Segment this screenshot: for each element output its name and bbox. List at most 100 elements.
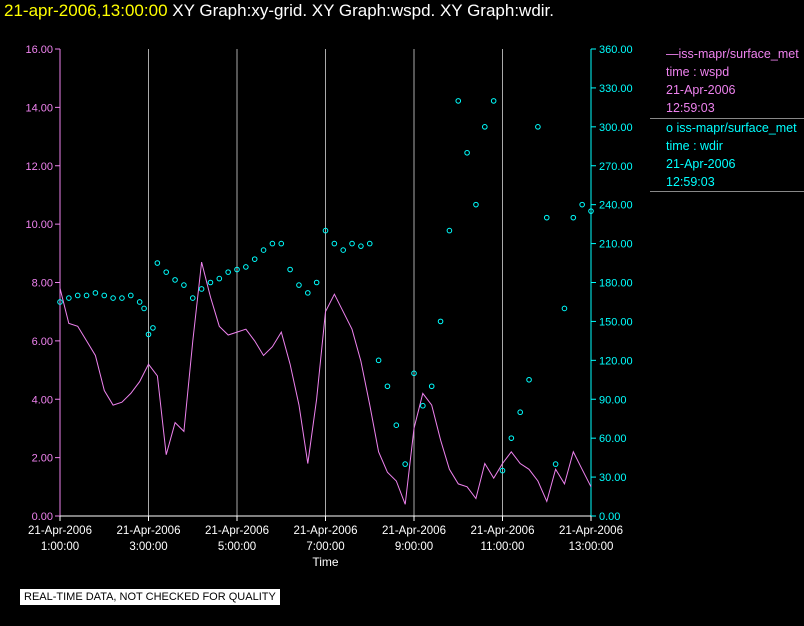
legend-time: 12:59:03: [666, 175, 715, 189]
wdir-point: [588, 208, 594, 214]
wdir-point: [473, 201, 479, 208]
disclaimer-label: REAL-TIME DATA, NOT CHECKED FOR QUALITY: [20, 589, 280, 605]
wdir-point: [154, 260, 161, 266]
legend-circle-swatch: o: [666, 121, 677, 135]
wdir-point: [136, 299, 143, 305]
wdir-point: [150, 325, 156, 331]
y-right-tick-label: 90.00: [599, 394, 627, 406]
legend-series-name: iss-mapr/surface_met: [676, 121, 797, 135]
y-right-tick-label: 180.00: [599, 278, 633, 290]
wdir-point: [570, 214, 577, 221]
wdir-point: [561, 305, 568, 312]
wdir-point: [402, 461, 408, 467]
x-tick-date: 21-Apr-2006: [471, 525, 535, 537]
wdir-point: [375, 357, 382, 364]
x-tick-date: 21-Apr-2006: [28, 525, 92, 537]
wdir-point: [437, 318, 444, 325]
wdir-point: [579, 201, 585, 208]
wdir-point: [216, 275, 223, 282]
legend-divider: [650, 118, 804, 119]
wdir-point: [172, 277, 178, 283]
y-left-tick-label: 4.00: [32, 394, 53, 406]
y-right-tick-label: 240.00: [599, 200, 633, 212]
y-left-tick-label: 6.00: [32, 336, 53, 348]
wdir-point: [189, 295, 196, 301]
y-left-tick-label: 0.00: [32, 511, 53, 523]
wdir-point: [260, 247, 267, 253]
wdir-point: [508, 435, 515, 441]
legend-series-name: iss-mapr/surface_met: [678, 47, 799, 61]
wdir-point: [305, 290, 311, 296]
x-tick-date: 21-Apr-2006: [205, 525, 269, 537]
title-graphs: XY Graph:xy-grid. XY Graph:wspd. XY Grap…: [167, 1, 554, 20]
wdir-point: [101, 292, 108, 299]
wdir-point: [482, 124, 488, 130]
wdir-point: [269, 240, 276, 247]
y-right-tick-label: 150.00: [599, 316, 633, 328]
wdir-point: [92, 290, 99, 296]
y-right-tick-label: 300.00: [599, 122, 633, 134]
x-tick-time: 5:00:00: [218, 541, 256, 553]
wdir-point: [287, 266, 293, 273]
wdir-point: [83, 292, 90, 299]
wdir-point: [358, 243, 364, 249]
y-left-tick-label: 14.00: [25, 102, 53, 114]
wdir-point: [74, 292, 81, 299]
wdir-point: [490, 98, 497, 104]
legend-wdir: o iss-mapr/surface_met time : wdir 21-Ap…: [666, 119, 804, 191]
wdir-point: [119, 295, 125, 301]
wdir-point: [234, 266, 240, 273]
wdir-point: [349, 240, 355, 247]
x-tick-time: 7:00:00: [306, 541, 344, 553]
wdir-point: [163, 269, 169, 275]
legend-date: 21-Apr-2006: [666, 157, 736, 171]
wdir-point: [446, 227, 453, 234]
y-right-tick-label: 330.00: [599, 83, 633, 95]
wdir-point: [207, 279, 214, 286]
title-timestamp: 21-apr-2006,13:00:00: [4, 1, 168, 20]
wdir-point: [66, 295, 72, 301]
x-axis-label: Time: [312, 555, 339, 569]
wdir-point: [535, 124, 541, 130]
y-left-tick-label: 2.00: [32, 453, 53, 465]
wdir-point: [393, 422, 400, 428]
legend-field: time : wspd: [666, 65, 730, 79]
wdir-point: [181, 282, 187, 288]
x-tick-date: 21-Apr-2006: [382, 525, 446, 537]
wdir-point: [420, 402, 426, 409]
wdir-point: [145, 331, 152, 338]
wdir-point: [198, 286, 205, 292]
wdir-point: [57, 299, 63, 305]
wdir-point: [340, 247, 347, 253]
wdir-point: [499, 467, 506, 474]
x-tick-time: 11:00:00: [481, 541, 525, 553]
page-title: 21-apr-2006,13:00:00 XY Graph:xy-grid. X…: [4, 1, 554, 21]
legend-wspd: —iss-mapr/surface_met time : wspd 21-Apr…: [666, 45, 804, 117]
legend-time: 12:59:03: [666, 101, 715, 115]
x-tick-date: 21-Apr-2006: [117, 525, 181, 537]
wdir-point: [366, 240, 373, 247]
x-tick-time: 3:00:00: [129, 541, 167, 553]
wdir-point: [517, 409, 524, 416]
y-left-tick-label: 10.00: [25, 219, 53, 231]
wdir-point: [313, 279, 320, 286]
y-right-tick-label: 210.00: [599, 239, 633, 251]
wdir-point: [110, 295, 116, 301]
wdir-point: [278, 240, 285, 247]
legend-field: time : wdir: [666, 139, 723, 153]
legend-line-swatch: —: [666, 47, 679, 61]
y-left-tick-label: 12.00: [25, 161, 53, 173]
y-right-tick-label: 0.00: [599, 511, 620, 523]
wdir-point: [128, 292, 134, 299]
y-right-tick-label: 60.00: [599, 433, 627, 445]
wdir-point: [331, 240, 338, 247]
wdir-point: [428, 383, 435, 390]
wdir-point: [296, 282, 302, 288]
x-tick-time: 1:00:00: [41, 541, 79, 553]
wdir-point: [464, 149, 470, 156]
y-left-tick-label: 16.00: [25, 44, 53, 56]
y-left-tick-label: 8.00: [32, 278, 53, 290]
wdir-point: [322, 227, 329, 234]
wdir-point: [243, 264, 249, 270]
